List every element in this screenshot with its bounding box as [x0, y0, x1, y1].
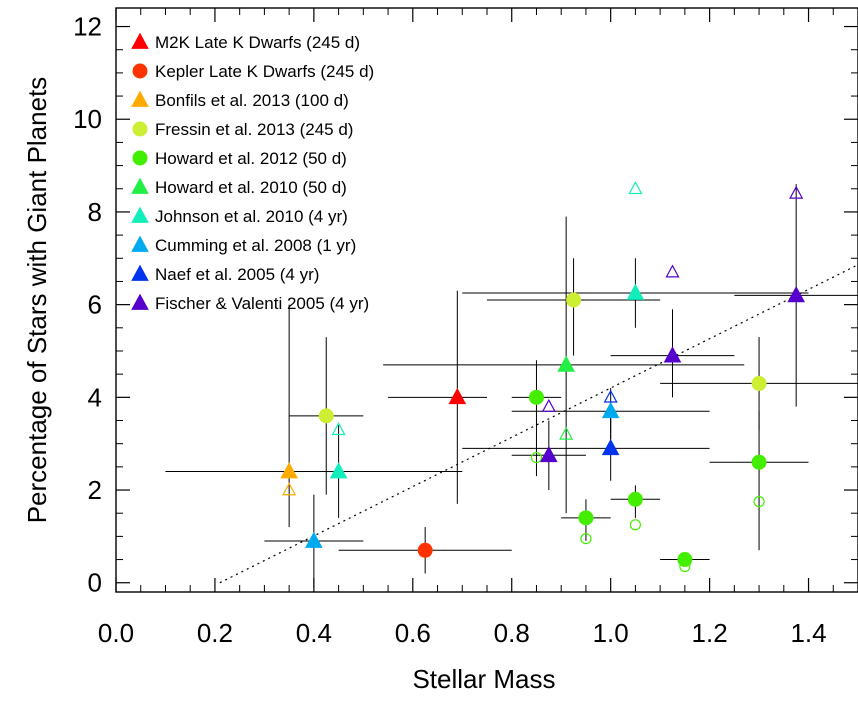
open-marker-s5-p0: [559, 426, 574, 440]
data-point-s4-p4: [751, 454, 767, 470]
legend-label-6: Johnson et al. 2010 (4 yr): [155, 207, 348, 226]
legend-marker-7: [131, 235, 149, 252]
x-tick-label-3: 0.6: [395, 618, 431, 648]
trend-line: [219, 264, 858, 584]
y-tick-label-1: 2: [88, 475, 102, 505]
data-point-s6-p0: [329, 462, 348, 479]
y-tick-label-6: 12: [73, 12, 102, 42]
legend-label-3: Fressin et al. 2013 (245 d): [155, 120, 353, 139]
x-tick-label-4: 0.8: [494, 618, 530, 648]
legend-label-1: Kepler Late K Dwarfs (245 d): [155, 62, 374, 81]
legend-marker-9: [131, 293, 149, 310]
data-point-s4-p3: [677, 552, 693, 568]
data-point-s4-p1: [578, 510, 594, 526]
data-point-s8-p0: [601, 438, 620, 456]
y-tick-label-5: 10: [73, 104, 102, 134]
x-tick-label-5: 1.0: [593, 618, 629, 648]
data-point-s5-p0: [557, 355, 575, 372]
data-point-s0-p0: [448, 387, 467, 405]
legend-label-0: M2K Late K Dwarfs (245 d): [155, 33, 360, 52]
data-point-s2-p0: [280, 462, 298, 479]
data-point-s7-p1: [601, 401, 620, 419]
data-point-s3-p0: [318, 408, 334, 424]
x-tick-label-6: 1.2: [692, 618, 728, 648]
legend-marker-6: [131, 206, 149, 223]
y-axis-label: Percentage of Stars with Giant Planets: [22, 77, 52, 524]
open-marker-s4-p0: [530, 451, 543, 464]
open-marker-s9-p0: [541, 398, 556, 412]
legend-marker-4: [132, 150, 148, 166]
y-tick-label-4: 8: [88, 197, 102, 227]
data-point-s9-p2: [787, 285, 805, 303]
open-marker-s8-p0: [603, 389, 618, 403]
data-point-s9-p1: [663, 346, 682, 363]
open-marker-s4-p4: [753, 496, 765, 508]
legend-marker-3: [132, 121, 148, 137]
open-marker-s9-p2: [789, 185, 804, 199]
open-marker-s4-p1: [580, 533, 592, 545]
trend-layer: [219, 264, 858, 584]
x-tick-label-1: 0.2: [197, 618, 233, 648]
x-tick-label-2: 0.4: [296, 618, 332, 648]
legend-label-4: Howard et al. 2012 (50 d): [155, 149, 347, 168]
legend-label-5: Howard et al. 2010 (50 d): [155, 178, 347, 197]
y-tick-label-2: 4: [88, 382, 102, 412]
legend-label-9: Fischer & Valenti 2005 (4 yr): [155, 294, 369, 313]
y-tick-label-3: 6: [88, 290, 102, 320]
data-point-s9-p0: [540, 445, 558, 463]
legend-label-2: Bonfils et al. 2013 (100 d): [155, 91, 349, 110]
open-marker-s4-p2: [629, 519, 642, 531]
legend: M2K Late K Dwarfs (245 d) Kepler Late K D…: [131, 32, 374, 313]
open-marker-s2-p0: [282, 482, 297, 496]
legend-marker-0: [131, 32, 149, 49]
data-point-s1-p0: [417, 542, 433, 558]
data-point-s3-p2: [751, 375, 767, 391]
legend-marker-2: [131, 90, 149, 107]
x-tick-label-0: 0.0: [98, 618, 134, 648]
y-tick-label-0: 0: [88, 568, 102, 598]
axes-layer: 0.0 0.2 0.4 0.6 0.8 1.0 1.2 1.4 0 2 4 6 8 10 12: [73, 7, 858, 648]
data-point-s4-p0: [528, 389, 544, 405]
legend-label-7: Cumming et al. 2008 (1 yr): [155, 236, 356, 255]
marker-layer: [280, 181, 805, 573]
data-point-s6-p1: [626, 283, 645, 300]
data-point-s3-p1: [566, 292, 582, 308]
legend-marker-5: [131, 177, 149, 194]
data-point-s7-p0: [305, 531, 323, 548]
legend-label-8: Naef et al. 2005 (4 yr): [155, 265, 319, 284]
open-marker-s6-p0: [331, 422, 346, 436]
open-marker-s9-p1: [665, 264, 680, 278]
open-marker-s6-p1: [628, 181, 643, 195]
legend-marker-8: [131, 264, 149, 281]
legend-marker-1: [132, 63, 148, 79]
data-point-s4-p2: [627, 491, 643, 507]
x-tick-label-7: 1.4: [790, 618, 826, 648]
x-axis-label: Stellar Mass: [412, 664, 555, 694]
